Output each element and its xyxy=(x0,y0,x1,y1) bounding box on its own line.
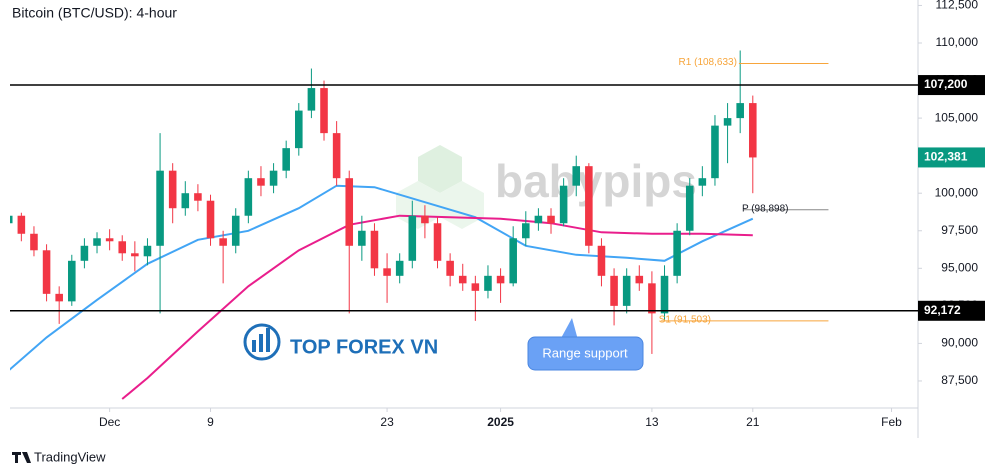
watermark: TOP FOREX VN xyxy=(290,336,438,358)
y-tick-label: 100,000 xyxy=(935,185,979,199)
candle-body xyxy=(345,178,354,246)
annotation: Range support xyxy=(542,345,628,360)
chart-title: Bitcoin (BTC/USD): 4-hour xyxy=(12,5,177,21)
candle-body xyxy=(408,215,417,261)
y-tick-label: 95,000 xyxy=(941,260,978,274)
candle-body xyxy=(496,275,505,284)
pivot-label: S1 (91,503) xyxy=(659,314,711,325)
candle-body xyxy=(168,170,177,209)
level-label: 107,200 xyxy=(924,77,968,91)
candle-body xyxy=(610,275,618,306)
y-tick-label: 97,500 xyxy=(941,223,978,237)
candle-body xyxy=(194,193,202,201)
x-tick-label: 2025 xyxy=(487,415,514,429)
top-forex-logo xyxy=(243,323,281,361)
candle-body xyxy=(55,293,63,302)
x-tick-label: 23 xyxy=(380,415,394,429)
candle-body xyxy=(648,283,656,314)
candle-body xyxy=(105,238,114,242)
candle-body xyxy=(736,103,744,119)
pivot-label: P (98,898) xyxy=(742,203,789,214)
last-price-box xyxy=(918,147,985,168)
candle-body xyxy=(30,233,38,251)
candle-body xyxy=(131,253,139,257)
level-label: 92,172 xyxy=(924,303,961,317)
candle-body xyxy=(597,245,606,276)
x-tick-label: 13 xyxy=(645,415,659,429)
candle-body xyxy=(68,260,76,302)
candle-body xyxy=(10,215,13,224)
candle-body xyxy=(723,118,732,126)
candle-body xyxy=(181,193,190,209)
candle-body xyxy=(471,283,480,291)
candle-body xyxy=(370,230,379,269)
x-tick-label: Feb xyxy=(881,415,902,429)
last-price-label: 102,381 xyxy=(924,150,968,164)
candle-body xyxy=(522,223,530,239)
y-tick-label: 90,000 xyxy=(941,336,978,350)
level-label-box xyxy=(918,300,985,321)
moving-average xyxy=(10,184,754,371)
candle-body xyxy=(433,223,442,261)
candle-body xyxy=(484,275,492,291)
candle-body xyxy=(93,238,101,246)
candle-body xyxy=(143,245,152,257)
x-tick-label: 9 xyxy=(207,415,214,429)
candle-body xyxy=(269,170,278,186)
candle-body xyxy=(572,166,581,186)
source: TradingView xyxy=(34,449,106,464)
y-tick-label: 110,000 xyxy=(936,35,979,49)
candle-body xyxy=(534,215,543,224)
candle-body xyxy=(206,200,215,239)
candle-body xyxy=(231,215,240,246)
candle-body xyxy=(395,260,404,276)
candle-body xyxy=(711,125,719,179)
candle-body xyxy=(635,275,644,284)
candle-body xyxy=(244,178,253,216)
candle-body xyxy=(320,88,328,134)
x-tick-label: Dec xyxy=(99,415,120,429)
candle-body xyxy=(219,238,227,246)
candle-body xyxy=(332,133,341,179)
candle-body xyxy=(509,238,517,284)
plot-area xyxy=(10,50,757,400)
candle-body xyxy=(622,275,631,306)
candle-body xyxy=(421,215,429,224)
candle-body xyxy=(547,215,555,224)
y-tick-label: 87,500 xyxy=(941,373,978,387)
watermark: babypips xyxy=(495,155,697,207)
candle-body xyxy=(118,241,127,254)
level-label-box xyxy=(918,75,985,96)
candle-body xyxy=(458,275,467,284)
candle-body xyxy=(698,178,707,186)
pivot-label: R1 (108,633) xyxy=(679,57,737,68)
candle-body xyxy=(383,268,391,276)
candle-body xyxy=(446,260,454,276)
source-logo xyxy=(12,452,31,463)
x-tick-label: 21 xyxy=(746,415,760,429)
candle-body xyxy=(358,230,366,246)
y-tick-label: 112,500 xyxy=(936,0,979,12)
y-tick-label: 105,000 xyxy=(935,110,979,124)
candle-body xyxy=(749,103,757,158)
candle-body xyxy=(282,148,290,171)
candle-body xyxy=(585,166,593,246)
candle-body xyxy=(80,245,89,261)
candle-body xyxy=(156,170,164,246)
candle-body xyxy=(673,230,681,276)
candle-body xyxy=(17,215,26,234)
candle-body xyxy=(685,185,694,231)
candle-body xyxy=(307,88,316,111)
candle-body xyxy=(295,110,303,149)
candle-body xyxy=(660,275,669,314)
candle-body xyxy=(42,250,51,294)
callout xyxy=(527,318,644,371)
candle-body xyxy=(257,178,265,186)
candle-body xyxy=(559,185,568,224)
